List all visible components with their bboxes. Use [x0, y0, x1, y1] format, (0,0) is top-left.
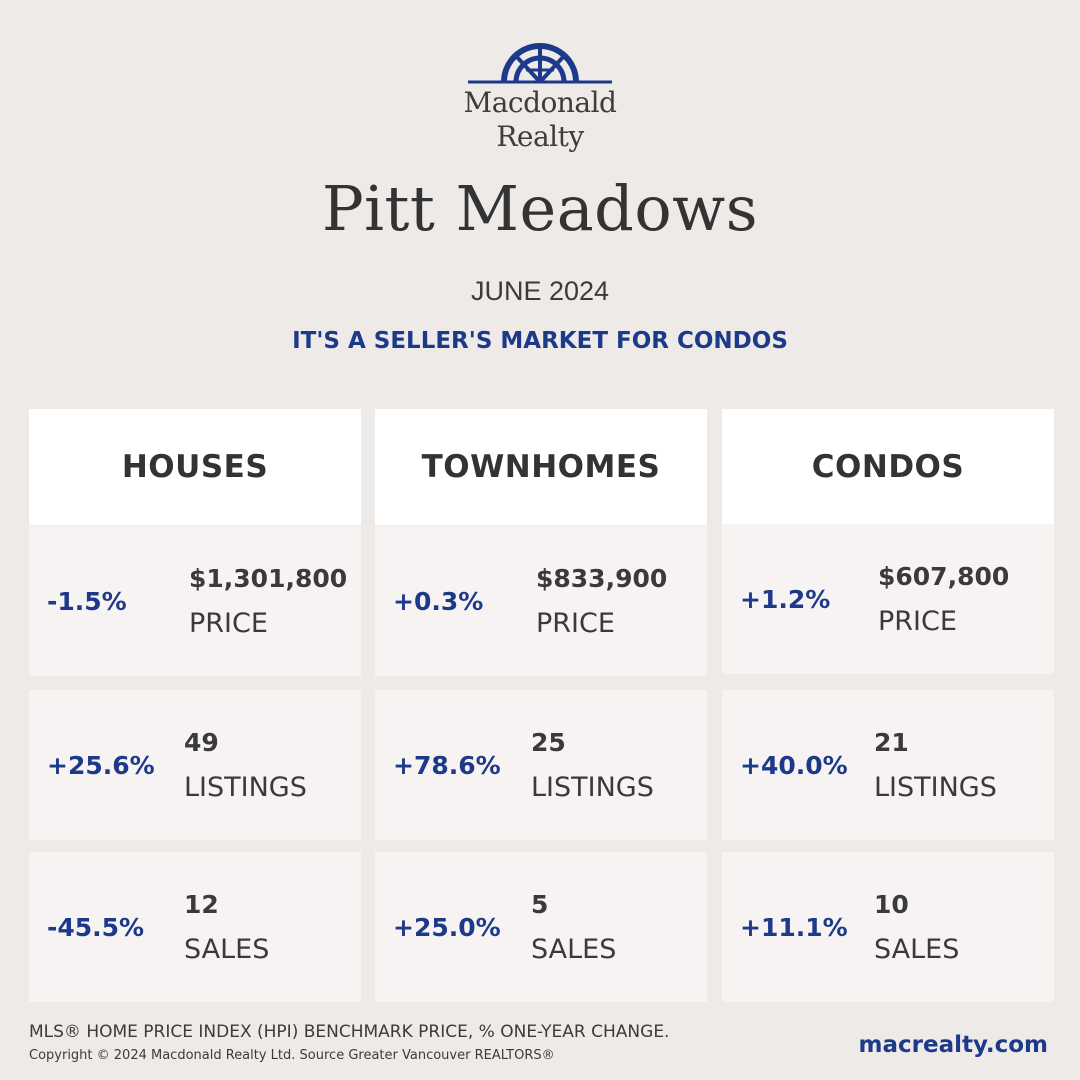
sales-change: +11.1% — [740, 912, 848, 942]
sales-label: SALES — [874, 934, 960, 965]
sales-value: 10 — [874, 890, 909, 919]
stat-card-sales: +11.1% 10 SALES — [722, 852, 1054, 1002]
listings-change: +25.6% — [47, 750, 155, 780]
website-link[interactable]: macrealty.com — [858, 1032, 1048, 1058]
stat-card-price: +1.2% $607,800 PRICE — [722, 524, 1054, 674]
column-condos: CONDOS +1.2% $607,800 PRICE +40.0% 21 LI… — [722, 409, 1054, 1002]
column-title: TOWNHOMES — [375, 409, 707, 525]
stat-card-listings: +78.6% 25 LISTINGS — [375, 690, 707, 840]
stat-card-sales: -45.5% 12 SALES — [29, 852, 361, 1002]
listings-change: +40.0% — [740, 750, 848, 780]
column-title: CONDOS — [722, 409, 1054, 525]
stat-card-sales: +25.0% 5 SALES — [375, 852, 707, 1002]
price-value: $607,800 — [878, 562, 1010, 591]
price-label: PRICE — [878, 606, 957, 637]
price-label: PRICE — [189, 608, 268, 639]
copyright-notice: Copyright © 2024 Macdonald Realty Ltd. S… — [29, 1048, 555, 1063]
price-change: +0.3% — [393, 586, 484, 616]
stat-card-listings: +25.6% 49 LISTINGS — [29, 690, 361, 840]
listings-value: 49 — [184, 728, 219, 757]
sales-change: +25.0% — [393, 912, 501, 942]
logo-line-1: Macdonald — [463, 86, 617, 119]
report-month: JUNE 2024 — [470, 276, 610, 306]
sales-label: SALES — [531, 934, 617, 965]
sales-value: 12 — [184, 890, 219, 919]
listings-value: 21 — [874, 728, 909, 757]
stat-card-price: -1.5% $1,301,800 PRICE — [29, 526, 361, 676]
price-value: $1,301,800 — [189, 564, 348, 593]
stat-card-price: +0.3% $833,900 PRICE — [375, 526, 707, 676]
listings-change: +78.6% — [393, 750, 501, 780]
column-title: HOUSES — [29, 409, 361, 525]
sales-label: SALES — [184, 934, 270, 965]
price-value: $833,900 — [536, 564, 668, 593]
listings-label: LISTINGS — [531, 772, 654, 803]
column-houses: HOUSES -1.5% $1,301,800 PRICE +25.6% 49 … — [29, 409, 361, 1002]
logo-line-2: Realty — [496, 120, 584, 153]
macdonald-realty-emblem-icon — [468, 43, 612, 84]
brand-logo: Macdonald Realty — [440, 40, 640, 165]
listings-label: LISTINGS — [184, 772, 307, 803]
listings-label: LISTINGS — [874, 772, 997, 803]
market-tagline: IT'S A SELLER'S MARKET FOR CONDOS — [292, 328, 788, 354]
city-title: Pitt Meadows — [321, 172, 759, 245]
column-townhomes: TOWNHOMES +0.3% $833,900 PRICE +78.6% 25… — [375, 409, 707, 1002]
price-change: +1.2% — [740, 584, 831, 614]
sales-change: -45.5% — [47, 912, 145, 942]
price-label: PRICE — [536, 608, 615, 639]
sales-value: 5 — [531, 890, 549, 919]
price-change: -1.5% — [47, 586, 127, 616]
hpi-footnote: MLS® HOME PRICE INDEX (HPI) BENCHMARK PR… — [29, 1022, 670, 1042]
stat-card-listings: +40.0% 21 LISTINGS — [722, 690, 1054, 840]
listings-value: 25 — [531, 728, 566, 757]
